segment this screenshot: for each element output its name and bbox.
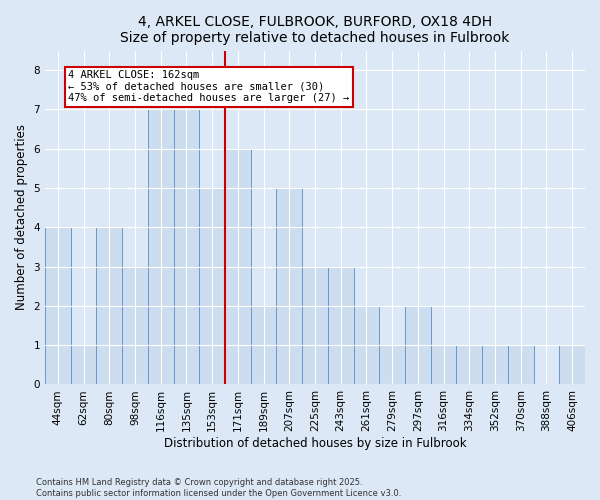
Y-axis label: Number of detached properties: Number of detached properties	[15, 124, 28, 310]
Bar	[379, 345, 405, 385]
Bar	[97, 228, 122, 384]
Bar	[277, 188, 302, 384]
X-axis label: Distribution of detached houses by size in Fulbrook: Distribution of detached houses by size …	[164, 437, 466, 450]
Bar	[457, 345, 482, 385]
Bar	[302, 266, 328, 384]
Bar	[508, 345, 533, 385]
Bar	[122, 266, 148, 384]
Bar	[405, 306, 431, 384]
Bar	[431, 345, 457, 385]
Bar	[45, 228, 71, 384]
Bar	[482, 345, 508, 385]
Bar	[148, 110, 173, 384]
Text: 4 ARKEL CLOSE: 162sqm
← 53% of detached houses are smaller (30)
47% of semi-deta: 4 ARKEL CLOSE: 162sqm ← 53% of detached …	[68, 70, 349, 103]
Bar	[199, 188, 225, 384]
Bar	[328, 266, 353, 384]
Text: Contains HM Land Registry data © Crown copyright and database right 2025.
Contai: Contains HM Land Registry data © Crown c…	[36, 478, 401, 498]
Bar	[353, 306, 379, 384]
Bar	[251, 306, 277, 384]
Title: 4, ARKEL CLOSE, FULBROOK, BURFORD, OX18 4DH
Size of property relative to detache: 4, ARKEL CLOSE, FULBROOK, BURFORD, OX18 …	[121, 15, 510, 45]
Bar	[225, 148, 251, 384]
Bar	[71, 345, 97, 385]
Bar	[559, 345, 585, 385]
Bar	[173, 110, 199, 384]
